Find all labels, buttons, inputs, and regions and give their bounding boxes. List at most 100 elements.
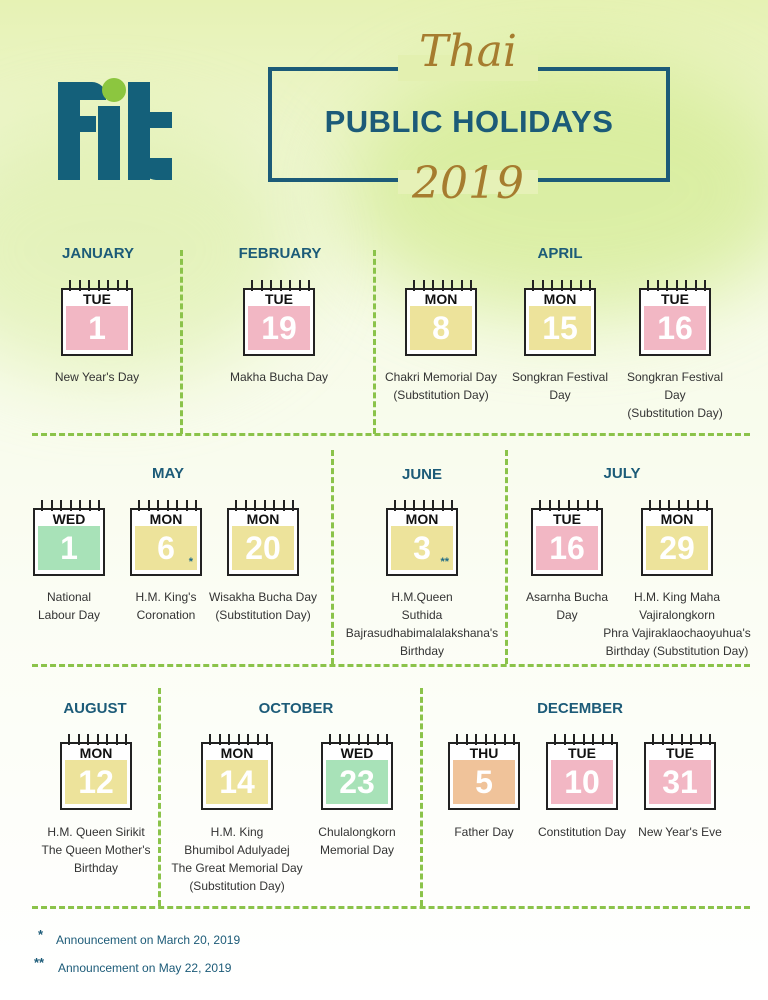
calendar-ring <box>422 280 425 291</box>
calendar-ring <box>88 280 90 291</box>
calendar-ring <box>298 280 301 291</box>
calendar-icon: MON 29 <box>641 500 713 576</box>
holiday-name-line: H.M. King <box>210 825 264 839</box>
calendar-ring <box>126 280 128 291</box>
footnote-mark: * <box>38 927 44 942</box>
holiday-name-line: Day <box>664 388 686 402</box>
holiday-name-line: Phra Vajiraklaochaoyuhua's <box>603 626 751 640</box>
calendar-ring <box>558 500 560 511</box>
calendar-ring <box>709 734 711 745</box>
month-december: DECEMBER <box>537 700 623 717</box>
holiday-name: Constitution Day <box>527 823 637 841</box>
weekday-label: TUE <box>661 291 689 307</box>
holiday-name: Chakri Memorial Day (Substitution Day) <box>366 368 516 404</box>
calendar-ring <box>218 734 221 745</box>
weekday-label: WED <box>52 511 86 527</box>
holiday-name-line: Bhumibol Adulyadej <box>184 843 290 857</box>
calendar-icon: WED 23 <box>321 734 393 810</box>
day-number: 31 <box>649 760 711 804</box>
calendar-ring <box>548 500 551 511</box>
calendar-ring <box>329 734 331 745</box>
day-number: 6 <box>135 526 197 570</box>
holiday-name: Father Day <box>434 823 534 841</box>
day-number: 5 <box>453 760 515 804</box>
holiday-name: New Year's Eve <box>630 823 730 841</box>
holiday-name-line: Chakri Memorial Day <box>384 370 498 384</box>
calendar-ring <box>106 734 108 745</box>
calendar-ring <box>88 500 91 511</box>
holiday-name: Songkran Festival Day <box>495 368 625 404</box>
holiday-name-line: H.M. King Maha <box>633 590 721 604</box>
weekday-label: TUE <box>666 745 694 761</box>
month-july: JULY <box>603 465 641 482</box>
calendar-ring <box>675 280 678 291</box>
calendar-ring <box>451 280 453 291</box>
day-number: 23 <box>326 760 388 804</box>
calendar-ring <box>554 734 556 745</box>
calendar-ring <box>422 500 425 511</box>
calendar-ring <box>475 734 477 745</box>
calendar-ring <box>228 734 230 745</box>
weekday-label: MON <box>220 745 254 761</box>
holiday-name-line: Makha Bucha Day <box>229 370 329 384</box>
calendar-icon: MON 6 * <box>130 500 202 576</box>
holiday-name-line: Suthida <box>401 608 443 622</box>
calendar-icon: MON 8 <box>405 280 477 356</box>
calendar-ring <box>270 280 272 291</box>
calendar-ring <box>282 500 285 511</box>
month-august: AUGUST <box>63 700 127 717</box>
calendar-ring <box>308 280 310 291</box>
announcement-mark: * <box>188 556 193 568</box>
calendar-ring <box>539 500 541 511</box>
calendar-ring <box>586 500 589 511</box>
holiday-name: H.M. King's Coronation <box>116 588 216 624</box>
calendar-ring <box>567 500 570 511</box>
calendar-icon: MON 14 <box>201 734 273 810</box>
row-divider <box>32 906 750 909</box>
calendar-ring <box>60 500 62 511</box>
holiday-name: H.M. Queen Sirikit The Queen Mother's Birt… <box>31 823 161 877</box>
holiday-name-line: Vajiralongkorn <box>639 608 715 622</box>
calendar-ring <box>289 280 291 291</box>
row-divider <box>32 664 750 667</box>
footnote-text: Announcement on May 22, 2019 <box>58 961 232 975</box>
calendar-ring <box>451 500 453 511</box>
calendar-ring <box>652 734 654 745</box>
calendar-ring <box>107 280 109 291</box>
calendar-ring <box>706 500 708 511</box>
calendar-ring <box>690 734 692 745</box>
calendar-ring <box>432 500 434 511</box>
calendar-ring <box>87 734 89 745</box>
column-divider <box>180 250 183 434</box>
day-number: 1 <box>66 306 128 350</box>
holiday-name-line: (Substitution Day) <box>393 388 489 402</box>
calendar-icon: TUE 10 <box>546 734 618 810</box>
calendar-ring <box>456 734 458 745</box>
calendar-ring <box>292 500 294 511</box>
holiday-name: Songkran Festival Day (Substitution Day) <box>610 368 740 422</box>
holiday-name-line: (Substitution Day) <box>189 879 285 893</box>
day-number: 8 <box>410 306 472 350</box>
holiday-name: Makha Bucha Day <box>204 368 354 386</box>
holiday-name-line: Coronation <box>136 608 196 622</box>
holiday-name-line: New Year's Day <box>54 370 140 384</box>
calendar-ring <box>601 734 604 745</box>
month-january: JANUARY <box>62 245 134 262</box>
calendar-ring <box>96 734 99 745</box>
weekday-label: TUE <box>83 291 111 307</box>
weekday-label: MON <box>79 745 113 761</box>
column-divider <box>331 450 334 664</box>
day-number: 15 <box>529 306 591 350</box>
month-may: MAY <box>152 465 184 482</box>
holiday-name-line: Birthday (Substitution Day) <box>605 644 749 658</box>
calendar-ring <box>195 500 197 511</box>
day-number: 16 <box>536 526 598 570</box>
calendar-ring <box>671 734 673 745</box>
calendar-icon: TUE 31 <box>644 734 716 810</box>
calendar-ring <box>589 280 591 291</box>
weekday-label: MON <box>660 511 694 527</box>
calendar-ring <box>470 280 472 291</box>
calendar-icon: TUE 16 <box>531 500 603 576</box>
day-number: 10 <box>551 760 613 804</box>
calendar-ring <box>666 280 668 291</box>
